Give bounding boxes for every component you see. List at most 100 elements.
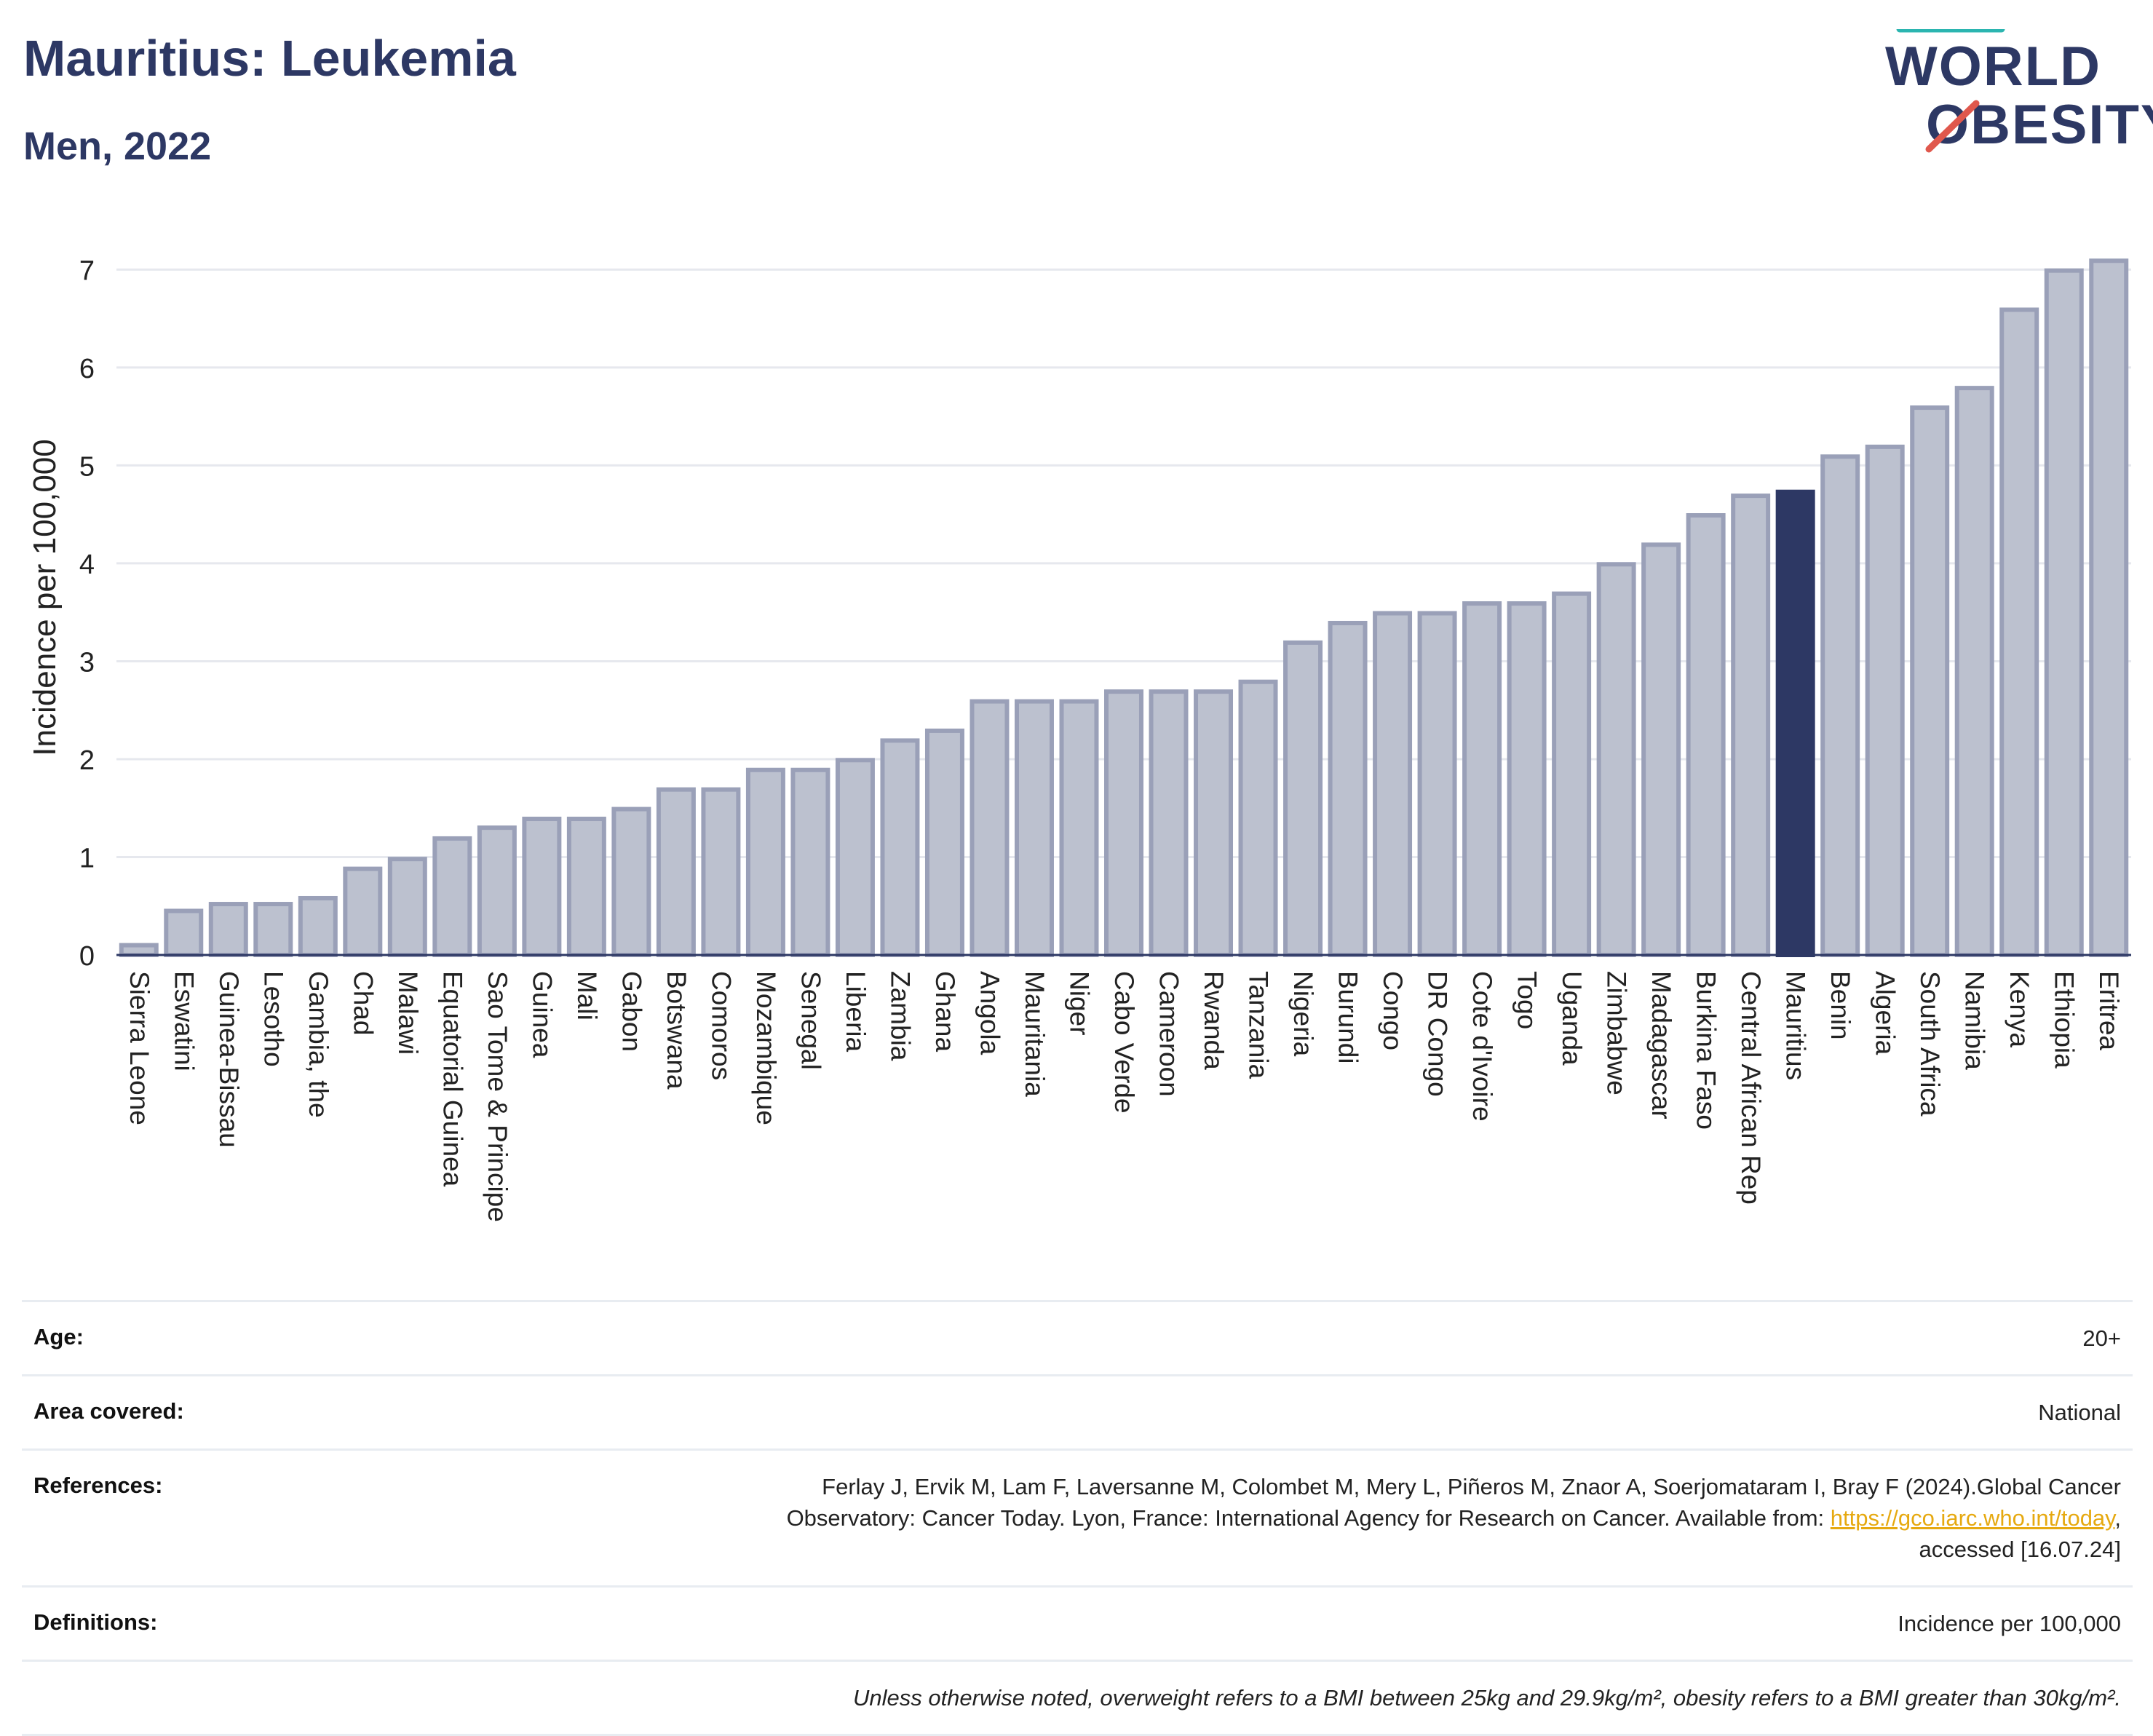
bar-niger xyxy=(1059,699,1099,958)
x-tick-label: Equatorial Guinea xyxy=(437,971,467,1187)
bar-zambia xyxy=(880,738,920,958)
bar-comoros xyxy=(701,787,741,957)
x-tick-label: Burkina Faso xyxy=(1692,971,1721,1130)
x-tick-label: Botswana xyxy=(662,971,691,1090)
bar-mali xyxy=(566,817,606,957)
bar-mauritania xyxy=(1014,699,1054,958)
y-tick-label: 1 xyxy=(79,843,95,873)
world-obesity-logo: WORLD OBESITY xyxy=(1885,29,2153,160)
x-tick-label: Zambia xyxy=(885,971,915,1061)
x-tick-label: Guinea-Bissau xyxy=(214,971,244,1148)
bar-uganda xyxy=(1552,591,1592,958)
references-value: Ferlay J, Ervik M, Lam F, Laversanne M, … xyxy=(786,1474,2121,1562)
x-tick-labels: Sierra Leone Eswatini Guinea-Bissau Lesotho… xyxy=(124,971,2124,1222)
x-tick-label: Eritrea xyxy=(2094,971,2124,1050)
x-tick-label: Mozambique xyxy=(751,971,781,1125)
x-tick-label: Madagascar xyxy=(1646,971,1676,1119)
bar-burundi xyxy=(1328,620,1368,957)
bar-ethiopia xyxy=(2044,268,2084,958)
bar-tanzania xyxy=(1238,679,1278,957)
bar-botswana xyxy=(656,787,696,957)
references-text-3: accessed [16.07.24] xyxy=(1919,1537,2121,1562)
x-tick-label: Benin xyxy=(1825,971,1855,1040)
bar-gambia-the xyxy=(298,895,338,958)
bar-algeria xyxy=(1865,444,1905,957)
bar-liberia xyxy=(835,758,875,958)
x-tick-label: Liberia xyxy=(841,971,871,1052)
bar-togo xyxy=(1507,601,1547,957)
bar-nigeria xyxy=(1283,640,1323,957)
x-tick-label: Burundi xyxy=(1333,971,1363,1064)
y-tick-label: 7 xyxy=(79,255,95,286)
y-tick-labels: 0 1 2 3 4 5 6 7 xyxy=(79,255,95,972)
x-tick-label: Cabo Verde xyxy=(1109,971,1139,1113)
x-tick-label: Guinea xyxy=(527,971,557,1058)
x-tick-label: Gabon xyxy=(616,971,646,1052)
logo-slash-icon xyxy=(1896,29,2005,153)
bar-cabo-verde xyxy=(1104,689,1143,957)
bar-gabon xyxy=(611,806,651,958)
bar-eritrea xyxy=(2089,258,2129,957)
bar-madagascar xyxy=(1641,542,1681,958)
bar-guinea xyxy=(522,817,562,957)
x-tick-label: Ethiopia xyxy=(2050,971,2079,1069)
y-tick-label: 6 xyxy=(79,354,95,384)
logo-line-2: OBESITY xyxy=(1926,94,2153,156)
bar-malawi xyxy=(387,857,427,957)
meta-row-area: Area covered: National xyxy=(22,1374,2133,1448)
x-tick-label: DR Congo xyxy=(1423,971,1453,1097)
y-tick-label: 2 xyxy=(79,745,95,776)
x-tick-label: Mauritius xyxy=(1781,971,1811,1080)
y-tick-label: 4 xyxy=(79,550,95,580)
y-tick-label: 0 xyxy=(79,941,95,972)
bar-lesotho xyxy=(253,902,293,957)
x-tick-label: Sierra Leone xyxy=(124,971,154,1125)
area-value: National xyxy=(2038,1400,2121,1425)
bar-kenya xyxy=(1999,307,2039,957)
x-tick-label: Kenya xyxy=(2005,971,2034,1047)
age-value: 20+ xyxy=(2082,1325,2121,1351)
x-tick-label: Gambia, the xyxy=(304,971,333,1118)
x-tick-label: Ghana xyxy=(930,971,960,1053)
bar-rwanda xyxy=(1194,689,1234,957)
bar-cote-d-ivoire xyxy=(1462,601,1502,957)
x-tick-label: Eswatini xyxy=(169,971,199,1071)
bars xyxy=(119,258,2129,958)
y-tick-label: 3 xyxy=(79,647,95,678)
bar-mozambique xyxy=(745,767,785,957)
x-tick-label: Zimbabwe xyxy=(1602,971,1632,1095)
bar-chad xyxy=(343,866,383,958)
x-tick-label: Mali xyxy=(572,971,602,1020)
references-link[interactable]: https://gco.iarc.who.int/today xyxy=(1830,1505,2115,1531)
x-tick-label: Lesotho xyxy=(258,971,288,1067)
references-label: References: xyxy=(33,1473,163,1498)
bar-equatorial-guinea xyxy=(432,836,472,957)
meta-row-definitions: Definitions: Incidence per 100,000 xyxy=(22,1585,2133,1660)
y-tick-label: 5 xyxy=(79,451,95,482)
y-axis-label: Incidence per 100,000 xyxy=(27,439,63,756)
x-tick-label: Angola xyxy=(975,971,1004,1055)
metadata-table: Age: 20+ Area covered: National Referenc… xyxy=(22,1300,2133,1736)
bar-sao-tome-principe xyxy=(477,825,517,957)
bar-eswatini xyxy=(164,908,204,958)
x-tick-label: Tanzania xyxy=(1244,971,1274,1079)
bar-dr-congo xyxy=(1417,611,1457,958)
references-text-2: Observatory: Cancer Today. Lyon, France:… xyxy=(786,1505,1831,1531)
definitions-value: Incidence per 100,000 xyxy=(1898,1611,2121,1636)
page-subtitle: Men, 2022 xyxy=(23,124,212,168)
bar-central-african-rep xyxy=(1731,494,1771,957)
x-tick-label: Namibia xyxy=(1960,971,1990,1070)
x-tick-label: Comoros xyxy=(706,971,736,1080)
x-tick-label: Nigeria xyxy=(1288,971,1318,1057)
x-tick-label: Congo xyxy=(1378,971,1408,1050)
logo-line-1: WORLD xyxy=(1885,36,2102,98)
area-label: Area covered: xyxy=(33,1398,184,1424)
x-tick-label: Senegal xyxy=(796,971,825,1070)
x-tick-label: Malawi xyxy=(393,971,423,1055)
x-tick-label: Niger xyxy=(1064,971,1094,1035)
bar-namibia xyxy=(1954,386,1994,957)
x-tick-label: Algeria xyxy=(1871,971,1900,1055)
x-tick-label: Cote d'Ivoire xyxy=(1467,971,1497,1122)
x-tick-label: Sao Tome & Principe xyxy=(483,971,512,1222)
x-tick-label: Uganda xyxy=(1557,971,1587,1066)
